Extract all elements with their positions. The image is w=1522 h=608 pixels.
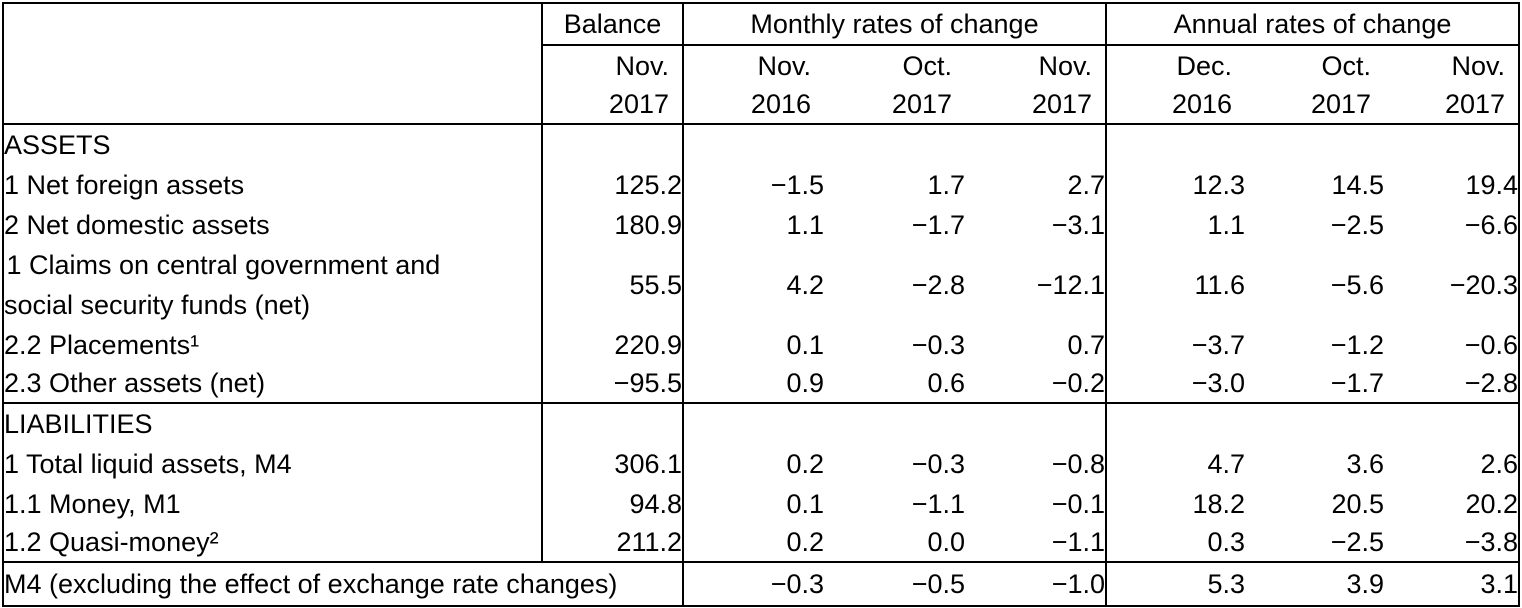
monthly-value: 1.7 (927, 169, 965, 200)
monthly-value: 0.2 (682, 524, 824, 562)
monthly-value: −1.5 (682, 165, 824, 205)
annual-value: −1.7 (1330, 368, 1385, 398)
table-row-net-domestic-assets: 2 Net domestic assets 180.9 1.1 −1.7 −3.… (3, 205, 1519, 245)
balance-value: 211.2 (541, 524, 683, 562)
balance-header: Balance (541, 3, 683, 46)
monthly-value: 0.2 (682, 444, 824, 484)
col-header-monthly-nov-2016: Nov. 2016 (682, 45, 824, 125)
annual-value: 11.6 (1105, 245, 1246, 325)
monthly-value: −1.1 (1051, 527, 1106, 557)
monthly-value: −1.7 (911, 209, 965, 240)
balance-value: 306.1 (541, 444, 683, 484)
annual-value: 3.9 (1245, 561, 1385, 606)
table-row-claims-central-government: 2.1 Claims on central government and soc… (3, 245, 1519, 325)
monthly-value: −0.3 (682, 561, 824, 606)
monthly-value: −0.5 (824, 561, 965, 606)
col-header-balance-nov-2017: Nov. 2017 (541, 45, 683, 125)
col-header-monthly-nov-2017: Nov. 2017 (965, 45, 1107, 125)
balance-value: 180.9 (541, 205, 683, 245)
row-label: 1.1 Money, M1 (4, 488, 181, 519)
annual-value: 20.2 (1465, 488, 1519, 519)
annual-value: 19.4 (1465, 169, 1519, 200)
annual-value: 2.6 (1480, 448, 1519, 479)
monthly-value: 4.2 (682, 245, 824, 325)
annual-value: 5.3 (1105, 561, 1246, 606)
annual-value: −3.0 (1105, 365, 1246, 403)
balance-value: −95.5 (541, 365, 683, 403)
annual-value: −2.5 (1330, 209, 1385, 240)
monthly-value: 2.7 (1067, 169, 1106, 200)
monthly-value: −0.3 (911, 329, 965, 360)
annual-value: 3.6 (1346, 448, 1385, 479)
annual-value: −3.8 (1464, 527, 1519, 557)
annual-value: 0.3 (1105, 524, 1246, 562)
annual-value: 20.5 (1331, 488, 1385, 519)
annual-value: 1.1 (1105, 205, 1246, 245)
section-label: LIABILITIES (3, 402, 542, 444)
monthly-value: 0.1 (682, 484, 824, 524)
col-header-annual-oct-2017: Oct. 2017 (1245, 45, 1385, 125)
row-label: 2.2 Placements¹ (4, 329, 200, 360)
annual-value: 3.1 (1384, 561, 1520, 606)
section-row-assets: ASSETS (3, 124, 1519, 165)
monthly-value: 1.1 (682, 205, 824, 245)
header-corner-cell (3, 3, 542, 125)
table-row-quasi-money: 1.2 Quasi-money² 211.2 0.2 0.0 −1.1 0.3 … (3, 524, 1519, 562)
monthly-value: −12.1 (1036, 269, 1106, 300)
monthly-value: −3.1 (1051, 209, 1106, 240)
row-label: 2 Net domestic assets (4, 209, 270, 240)
balance-value: 94.8 (541, 484, 683, 524)
table-row-net-foreign-assets: 1 Net foreign assets 125.2 −1.5 1.7 2.7 … (3, 165, 1519, 205)
table-row-placements: 2.2 Placements¹ 220.9 0.1 −0.3 0.7 −3.7 … (3, 325, 1519, 365)
monthly-value: −1.0 (965, 561, 1107, 606)
annual-value: 4.7 (1105, 444, 1246, 484)
table-row-money-m1: 1.1 Money, M1 94.8 0.1 −1.1 −0.1 18.2 20… (3, 484, 1519, 524)
header-group-row: Balance Monthly rates of change Annual r… (3, 3, 1520, 125)
header-period-row: Nov. 2017 Nov. 2016 Oct. 2017 Nov. 2017 Dec.… (3, 45, 1520, 125)
section-label: ASSETS (4, 129, 111, 160)
annual-value: −2.8 (1464, 368, 1519, 398)
row-label: 1 Total liquid assets, M4 (4, 448, 292, 479)
annual-value: 14.5 (1331, 169, 1385, 200)
monthly-value: −0.3 (911, 448, 965, 479)
table-row-total-liquid-assets-m4: 1 Total liquid assets, M4 306.1 0.2 −0.3… (3, 444, 1519, 484)
section-row-liabilities: LIABILITIES (3, 402, 1520, 444)
annual-rates-header: Annual rates of change (1105, 3, 1520, 46)
monthly-value: −1.1 (911, 488, 965, 519)
annual-value: −0.6 (1464, 329, 1519, 360)
balance-value: 55.5 (541, 245, 683, 325)
table-row-other-assets: 2.3 Other assets (net) −95.5 0.9 0.6 −0.… (3, 365, 1519, 403)
monthly-value: 0.0 (927, 527, 965, 557)
monthly-value: −2.8 (911, 269, 965, 300)
monthly-value: 0.7 (1067, 329, 1106, 360)
balance-value: 220.9 (541, 325, 683, 365)
annual-value: −1.2 (1330, 329, 1385, 360)
col-header-annual-dec-2016: Dec. 2016 (1105, 45, 1246, 125)
row-label: 2.1 Claims on central government and soc… (3, 250, 441, 320)
col-header-monthly-oct-2017: Oct. 2017 (824, 45, 965, 125)
balance-value: 125.2 (541, 165, 683, 205)
annual-value: −3.7 (1105, 325, 1246, 365)
monthly-rates-header: Monthly rates of change (681, 3, 1107, 46)
annual-value: 18.2 (1105, 484, 1246, 524)
row-label: 1 Net foreign assets (4, 169, 245, 200)
row-label: M4 (excluding the effect of exchange rat… (3, 561, 683, 606)
row-label: 1.2 Quasi-money² (4, 527, 219, 557)
col-header-annual-nov-2017: Nov. 2017 (1384, 45, 1520, 125)
monthly-value: 0.9 (682, 365, 824, 403)
annual-value: −20.3 (1449, 269, 1519, 300)
annual-value: −2.5 (1330, 527, 1385, 557)
annual-value: 12.3 (1105, 165, 1246, 205)
monthly-value: 0.6 (927, 368, 965, 398)
monthly-value: 0.1 (682, 325, 824, 365)
table-row-m4-excluding-fx: M4 (excluding the effect of exchange rat… (3, 561, 1520, 606)
annual-value: −5.6 (1330, 269, 1385, 300)
annual-value: −6.6 (1464, 209, 1519, 240)
monthly-value: −0.2 (1051, 368, 1106, 398)
row-label: 2.3 Other assets (net) (4, 368, 266, 398)
monthly-value: −0.1 (1051, 488, 1106, 519)
monthly-value: −0.8 (1051, 448, 1106, 479)
